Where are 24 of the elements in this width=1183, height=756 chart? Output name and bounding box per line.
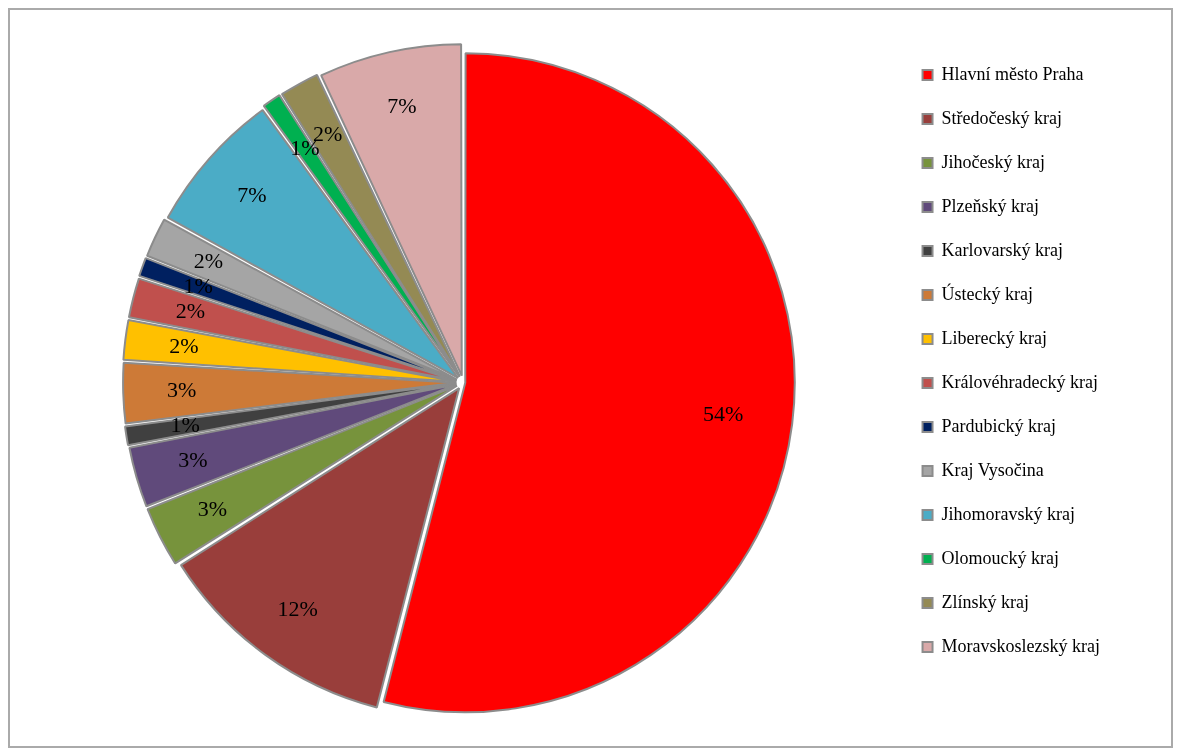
- data-label: 7%: [237, 182, 267, 208]
- legend-label: Zlínský kraj: [941, 591, 1030, 612]
- legend-label: Ústecký kraj: [941, 282, 1033, 304]
- data-label: 2%: [175, 298, 206, 324]
- data-label: 2%: [193, 248, 224, 274]
- legend-label: Pardubický kraj: [941, 415, 1056, 436]
- legend-label: Liberecký kraj: [941, 327, 1047, 348]
- legend-label: Moravskoslezský kraj: [941, 635, 1100, 656]
- legend-label: Karlovarský kraj: [941, 239, 1063, 260]
- legend-label: Kraj Vysočina: [941, 459, 1044, 480]
- legend-label: Plzeňský kraj: [941, 195, 1040, 216]
- data-label: 3%: [178, 446, 208, 472]
- data-label: 54%: [703, 401, 744, 427]
- data-label: 12%: [277, 596, 318, 622]
- legend-label: Olomoucký kraj: [941, 547, 1060, 568]
- data-label: 3%: [167, 377, 197, 403]
- data-label: 7%: [387, 93, 417, 119]
- data-label: 2%: [169, 332, 199, 358]
- legend-label: Jihomoravský kraj: [941, 503, 1076, 524]
- legend-label: Jihočeský kraj: [941, 151, 1046, 172]
- legend-label: Hlavní město Praha: [941, 63, 1084, 84]
- legend-label: Královéhradecký kraj: [941, 371, 1098, 392]
- data-label: 3%: [197, 496, 227, 522]
- legend-label: Středočeský kraj: [941, 107, 1062, 128]
